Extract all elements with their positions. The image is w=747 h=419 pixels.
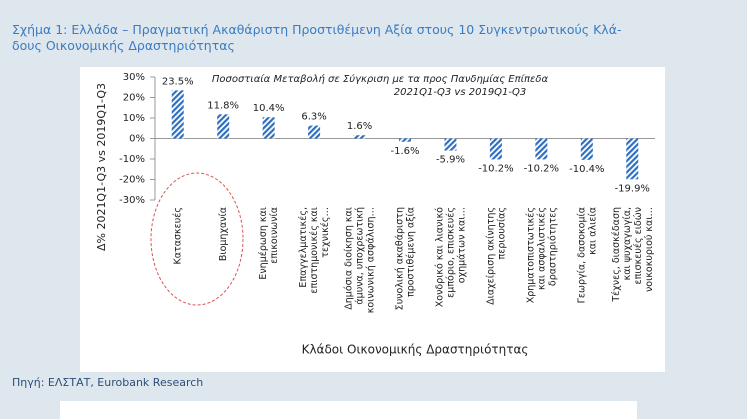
figure-title: Σχήμα 1: Ελλάδα – Πραγματική Ακαθάριστη …: [12, 22, 621, 54]
x-tick-label: Κατασκευές: [172, 207, 183, 264]
bar: [308, 125, 321, 139]
x-tick-label-line: και ασφαλιστικές: [536, 207, 547, 290]
bar: [171, 90, 184, 139]
value-label: -19.9%: [615, 183, 650, 194]
y-tick-label: -20%: [119, 175, 145, 186]
value-label: -5.9%: [436, 155, 465, 166]
x-tick-label-line: Επαγγελματικές,: [298, 207, 309, 288]
x-tick-label: Επαγγελματικές,επιστημονικές καιτεχνικές…: [298, 207, 331, 294]
x-tick-label-line: Χρηματοπιστωτικές: [525, 207, 536, 303]
y-tick-label: 30%: [123, 72, 145, 83]
bottom-strip: [60, 401, 637, 419]
x-tick-label-line: Συνολική ακαθάριστη: [394, 207, 405, 310]
x-tick-label: Δημόσια διοίκηση καιάμυνα, υποχρεωτικήκο…: [343, 207, 376, 313]
y-tick-label: 20%: [123, 93, 145, 104]
x-tick-label-line: επισκευές ειδών: [632, 207, 643, 284]
x-tick-label-line: τεχνικές…: [320, 207, 331, 258]
x-tick-label: Συνολική ακαθάριστηπροστιθέμενη αξία: [394, 207, 416, 310]
x-axis-title: Κλάδοι Οικονομικής Δραστηριότητας: [302, 343, 529, 357]
value-label: 11.8%: [207, 100, 239, 111]
x-tick-label: Διαχείριση ακίνητηςπεριουσίας: [485, 207, 507, 305]
bar: [262, 117, 275, 139]
x-tick-label-line: και αλιεία: [587, 207, 598, 255]
y-axis-title: Δ% 2021Q1-Q3 vs 2019Q1-Q3: [95, 83, 108, 251]
x-tick-label-line: εμπόριο, επισκευές: [445, 207, 456, 298]
value-label: -10.2%: [478, 163, 513, 174]
value-label: -1.6%: [390, 146, 419, 157]
x-tick-label-line: Δημόσια διοίκηση και: [343, 207, 354, 310]
chart: Ποσοστιαία Μεταβολή σε Σύγκριση με τα πρ…: [80, 67, 665, 372]
bar: [217, 114, 230, 139]
x-tick-label-line: Χονδρικό και λιανικό: [434, 207, 445, 307]
bar: [399, 138, 411, 142]
x-tick-label-line: και ψυχαγωγία,: [621, 207, 632, 280]
x-tick-label-line: Ενημέρωση και: [258, 207, 269, 280]
source: Πηγή: ΕΛΣΤΑΤ, Eurobank Research: [12, 376, 204, 389]
bar: [535, 138, 548, 160]
x-tick-label-line: νοικοκυριού και…: [643, 207, 654, 292]
value-label: 10.4%: [253, 103, 285, 114]
y-tick-label: -10%: [119, 154, 145, 165]
x-tick-label-line: επικοινωνία: [269, 207, 280, 264]
x-tick-label: Τέχνες, διασκέδασηκαι ψυχαγωγία,επισκευέ…: [610, 207, 654, 303]
x-tick-label-line: Βιομηχανία: [218, 207, 229, 261]
annotation: 2021Q1-Q3 vs 2019Q1-Q3: [394, 87, 527, 98]
title-line: Σχήμα 1: Ελλάδα – Πραγματική Ακαθάριστη …: [12, 22, 622, 37]
x-tick-label-line: δραστηριότητες: [547, 207, 558, 286]
x-tick-label-line: Τέχνες, διασκέδαση: [610, 207, 621, 303]
value-label: -10.2%: [524, 163, 559, 174]
y-tick-label: -30%: [119, 195, 145, 206]
x-tick-label-line: επιστημονικές και: [309, 207, 320, 294]
value-label: -10.4%: [569, 164, 604, 175]
x-tick-label-line: Κατασκευές: [172, 207, 183, 264]
x-tick-label-line: Διαχείριση ακίνητης: [485, 207, 496, 305]
bar: [444, 138, 457, 151]
x-tick-label: Ενημέρωση καιεπικοινωνία: [258, 207, 280, 280]
x-tick-label-line: περιουσίας: [496, 207, 507, 259]
x-tick-label-line: άμυνα, υποχρεωτική: [354, 207, 365, 305]
x-tick-label: Γεωργία, δασοκομίακαι αλιεία: [576, 207, 598, 303]
bar: [489, 138, 502, 160]
value-label: 23.5%: [162, 76, 194, 87]
x-tick-label: Χονδρικό και λιανικόεμπόριο, επισκευέςοχ…: [434, 207, 467, 307]
y-tick-label: 10%: [123, 113, 145, 124]
x-tick-label-line: Γεωργία, δασοκομία: [576, 207, 587, 303]
x-tick-label: Χρηματοπιστωτικέςκαι ασφαλιστικέςδραστηρ…: [525, 207, 558, 303]
bar: [580, 138, 593, 160]
x-tick-label-line: κοινωνική ασφάλιση…: [365, 207, 376, 313]
y-tick-label: 0%: [129, 134, 145, 145]
annotation: Ποσοστιαία Μεταβολή σε Σύγκριση με τα πρ…: [212, 73, 549, 85]
value-label: 6.3%: [301, 112, 326, 123]
bar: [626, 138, 639, 180]
x-tick-label-line: οχημάτων και…: [456, 207, 467, 283]
x-tick-label: Βιομηχανία: [218, 207, 229, 261]
bar: [353, 135, 366, 139]
title-line: δους Οικονομικής Δραστηριότητας: [12, 38, 235, 53]
value-label: 1.6%: [347, 121, 372, 132]
x-tick-label-line: προστιθέμενη αξία: [405, 207, 416, 297]
highlight-ellipse: [150, 172, 244, 306]
